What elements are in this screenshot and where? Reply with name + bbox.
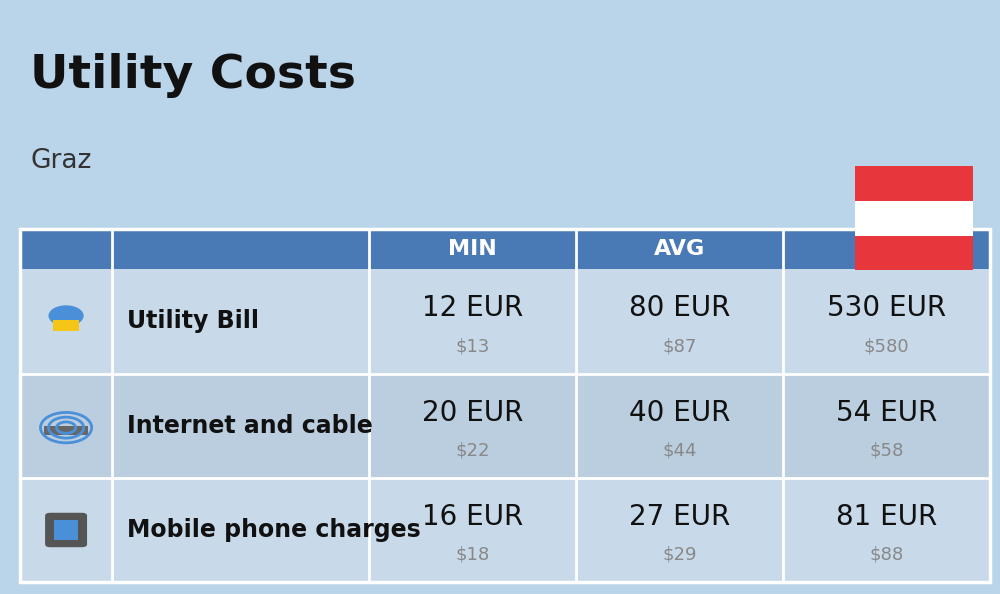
Text: Utility Bill: Utility Bill: [127, 309, 259, 333]
Text: Mobile phone charges: Mobile phone charges: [127, 518, 421, 542]
Text: $58: $58: [869, 442, 904, 460]
Text: $29: $29: [662, 546, 697, 564]
Text: $87: $87: [662, 337, 697, 355]
FancyBboxPatch shape: [20, 269, 990, 374]
Text: AVG: AVG: [654, 239, 705, 259]
Text: $18: $18: [456, 546, 490, 564]
Text: $44: $44: [662, 442, 697, 460]
Text: Graz: Graz: [30, 148, 91, 175]
Text: MAX: MAX: [858, 239, 915, 259]
FancyBboxPatch shape: [855, 236, 973, 270]
Text: 40 EUR: 40 EUR: [629, 399, 730, 426]
Text: 530 EUR: 530 EUR: [827, 295, 946, 323]
Text: 12 EUR: 12 EUR: [422, 295, 523, 323]
FancyBboxPatch shape: [855, 201, 973, 236]
FancyBboxPatch shape: [855, 166, 973, 201]
Text: $88: $88: [869, 546, 904, 564]
Text: 20 EUR: 20 EUR: [422, 399, 523, 426]
FancyBboxPatch shape: [53, 320, 79, 331]
Text: $580: $580: [864, 337, 909, 355]
FancyBboxPatch shape: [20, 374, 990, 478]
Text: 54 EUR: 54 EUR: [836, 399, 937, 426]
Circle shape: [48, 305, 84, 326]
Text: Internet and cable: Internet and cable: [127, 414, 373, 438]
Text: $22: $22: [455, 442, 490, 460]
Text: 80 EUR: 80 EUR: [629, 295, 730, 323]
Text: 16 EUR: 16 EUR: [422, 503, 523, 531]
FancyBboxPatch shape: [45, 513, 87, 547]
Text: Utility Costs: Utility Costs: [30, 53, 356, 99]
FancyBboxPatch shape: [44, 426, 88, 435]
Text: $13: $13: [455, 337, 490, 355]
Text: 81 EUR: 81 EUR: [836, 503, 937, 531]
FancyBboxPatch shape: [20, 229, 990, 269]
Text: 27 EUR: 27 EUR: [629, 503, 730, 531]
FancyBboxPatch shape: [54, 520, 78, 541]
FancyBboxPatch shape: [20, 478, 990, 582]
Text: MIN: MIN: [448, 239, 497, 259]
